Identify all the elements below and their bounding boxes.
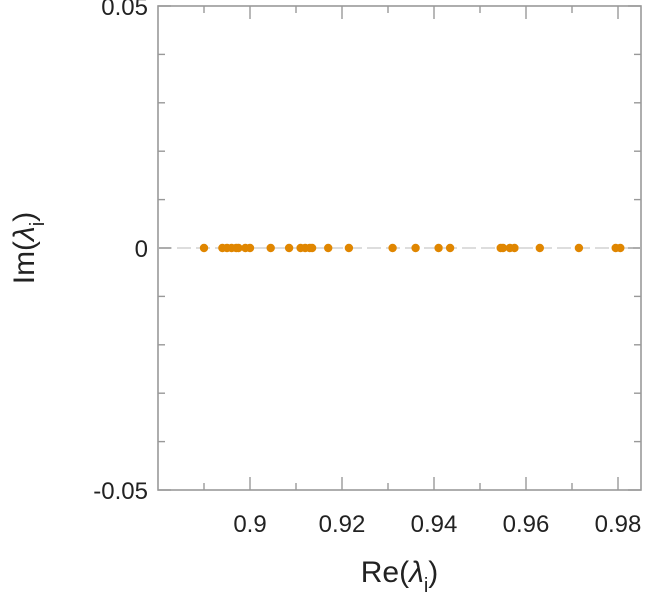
x-axis-label: Re(λi) (361, 556, 439, 597)
y-axis-label: Im(λi) (8, 212, 49, 285)
data-point (616, 243, 625, 253)
x-tick-label: 0.98 (595, 511, 642, 538)
y-tick-label: 0 (135, 236, 148, 263)
x-axis-label-symbol: λ (407, 556, 424, 589)
data-point (307, 243, 317, 253)
y-axis-ticks: -0.05 0 0.05 (93, 0, 641, 505)
data-point (245, 243, 255, 253)
x-tick-label: 0.96 (503, 511, 550, 538)
x-axis-ticks: 0.9 0.92 0.94 0.96 0.98 (203, 6, 642, 538)
x-tick-label: 0.9 (233, 511, 266, 538)
data-point (199, 243, 209, 253)
data-point (574, 243, 584, 253)
y-axis-label-symbol: λ (8, 226, 41, 243)
x-axis-label-subscript: i (424, 575, 428, 597)
data-points (199, 243, 625, 253)
data-point (388, 243, 397, 253)
data-point (266, 243, 275, 253)
data-point (234, 243, 243, 253)
y-axis-label-main: Im( (8, 241, 41, 284)
data-point (411, 243, 420, 253)
y-tick-label: 0.05 (101, 0, 148, 21)
data-point (535, 243, 544, 253)
data-point (344, 243, 354, 253)
y-axis-label-subscript: i (27, 222, 49, 226)
data-point (445, 243, 455, 253)
data-point (498, 243, 508, 253)
y-axis-label-close: ) (8, 212, 41, 222)
y-tick-label: -0.05 (93, 478, 148, 505)
x-axis-label-main: Re( (361, 556, 409, 589)
x-tick-label: 0.92 (319, 511, 366, 538)
data-point (284, 243, 294, 253)
x-tick-label: 0.94 (411, 511, 458, 538)
data-point (324, 243, 333, 253)
data-point (510, 243, 519, 253)
x-axis-label-close: ) (428, 556, 438, 589)
data-point (434, 243, 443, 253)
